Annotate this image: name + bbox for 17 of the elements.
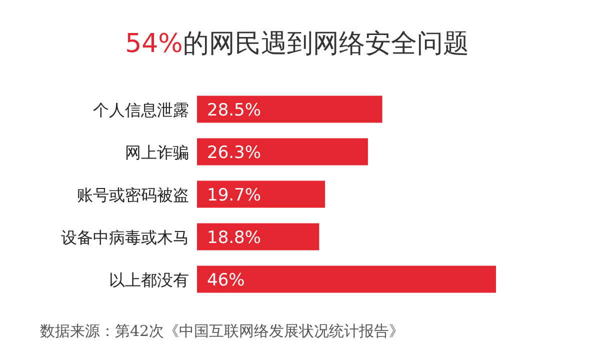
- data-label: 18.8%: [207, 228, 262, 248]
- y-tick-label: 网上诈骗: [125, 142, 189, 162]
- y-tick-label: 设备中病毒或木马: [61, 228, 189, 247]
- data-label: 19.7%: [207, 185, 262, 206]
- data-label: 26.3%: [207, 142, 262, 163]
- y-tick-label: 账号或密码被盗: [77, 185, 189, 204]
- bar: [197, 96, 382, 123]
- bar: [197, 223, 320, 250]
- y-tick-label: 以上都没有: [109, 270, 189, 290]
- source-note: 数据来源：第42次《中国互联网络发展状况统计报告》: [40, 322, 404, 340]
- chart-title: 54%的网民遇到网络安全问题: [125, 29, 469, 59]
- bar: [197, 180, 326, 208]
- bar: [197, 138, 368, 166]
- y-tick-label: 个人信息泄露: [93, 100, 189, 120]
- data-label: 28.5%: [207, 100, 262, 120]
- bar: [197, 266, 496, 293]
- data-label: 46%: [207, 270, 245, 290]
